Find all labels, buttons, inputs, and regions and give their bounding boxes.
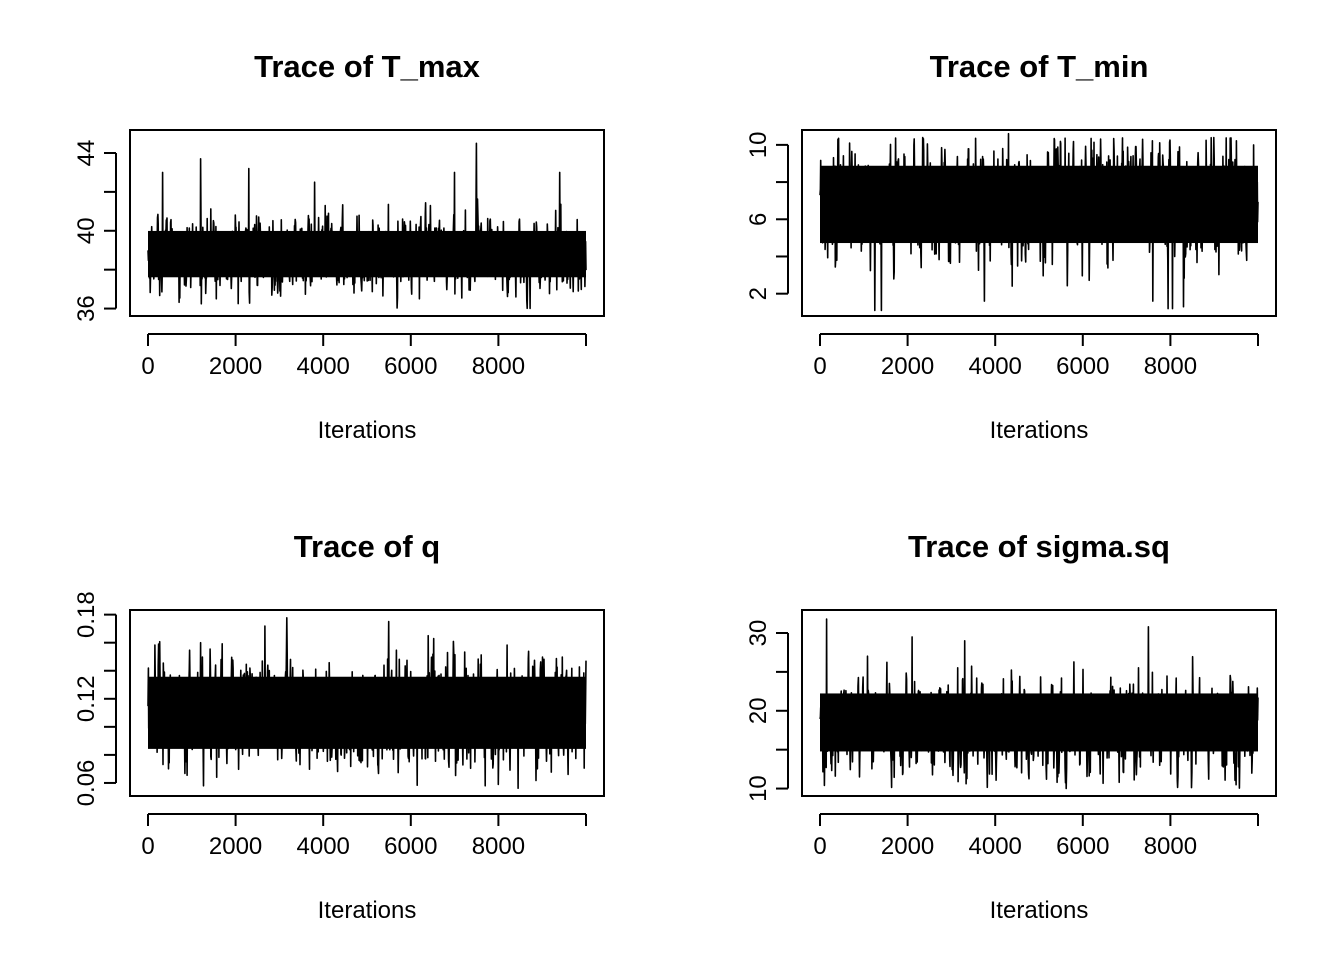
x-tick-label: 6000	[1056, 353, 1109, 380]
x-tick-label: 0	[141, 353, 154, 380]
trace-density-band	[148, 230, 586, 278]
y-tick-label: 0.06	[73, 760, 100, 807]
y-tick-label: 30	[745, 620, 772, 647]
x-tick-label: 4000	[297, 833, 350, 860]
y-tick-label: 6	[745, 213, 772, 226]
trace-path	[147, 142, 587, 310]
trace-line	[819, 618, 1259, 790]
x-axis: 0 2000 4000 6000 8000	[141, 333, 587, 380]
x-axis-label: Iterations	[990, 897, 1089, 924]
x-axis-label: Iterations	[318, 897, 417, 924]
y-tick-label: 20	[745, 697, 772, 724]
x-tick-label: 0	[141, 833, 154, 860]
y-axis: 36 40 44	[73, 140, 117, 322]
x-axis: 0 2000 4000 6000 8000	[141, 813, 587, 860]
trace-density-band	[148, 676, 586, 749]
x-tick-label: 6000	[384, 353, 437, 380]
x-axis-label: Iterations	[318, 417, 417, 444]
x-tick-label: 0	[813, 833, 826, 860]
panel-t-min: Trace of T_min 0 2000 4000 6000 8000 2 6 10 It…	[745, 49, 1277, 444]
panel-title: Trace of T_max	[254, 49, 480, 84]
y-tick-label: 0.18	[73, 591, 100, 638]
x-tick-label: 2000	[881, 353, 934, 380]
y-tick-label: 2	[745, 287, 772, 300]
x-tick-label: 2000	[209, 353, 262, 380]
x-tick-label: 8000	[472, 833, 525, 860]
x-tick-label: 4000	[969, 353, 1022, 380]
trace-line	[819, 132, 1259, 312]
x-tick-label: 4000	[969, 833, 1022, 860]
x-tick-label: 8000	[472, 353, 525, 380]
y-axis: 0.06 0.12 0.18	[73, 591, 117, 807]
trace-density-band	[820, 693, 1258, 752]
panel-title: Trace of T_min	[930, 49, 1149, 84]
trace-line	[147, 617, 587, 789]
x-axis: 0 2000 4000 6000 8000	[813, 813, 1259, 860]
x-axis: 0 2000 4000 6000 8000	[813, 333, 1259, 380]
y-tick-label: 36	[73, 295, 100, 322]
y-axis: 2 6 10	[745, 132, 789, 300]
panel-title: Trace of q	[294, 529, 440, 564]
plot-frame	[801, 609, 1277, 797]
x-tick-label: 6000	[1056, 833, 1109, 860]
x-tick-label: 4000	[297, 353, 350, 380]
plot-frame	[129, 129, 605, 317]
x-tick-label: 2000	[209, 833, 262, 860]
x-tick-label: 8000	[1144, 353, 1197, 380]
panel-title: Trace of sigma.sq	[908, 529, 1170, 564]
y-tick-label: 10	[745, 775, 772, 802]
panel-q: Trace of q 0 2000 4000 6000 8000 0.06 0.12 0.1…	[73, 529, 605, 924]
x-tick-label: 0	[813, 353, 826, 380]
y-tick-label: 0.12	[73, 675, 100, 722]
trace-line	[147, 142, 587, 310]
panel-t-max: Trace of T_max 0 2000 4000 6000 8000 364044 …	[73, 49, 605, 444]
panel-sigma-sq: Trace of sigma.sq 0 2000 4000 6000 8000 10 20…	[745, 529, 1277, 924]
x-tick-label: 8000	[1144, 833, 1197, 860]
x-tick-label: 2000	[881, 833, 934, 860]
y-tick-label: 44	[73, 140, 100, 167]
y-tick-label: 10	[745, 132, 772, 159]
plot-frame	[801, 129, 1277, 317]
plot-frame	[129, 609, 605, 797]
y-tick-label: 40	[73, 217, 100, 244]
trace-density-band	[820, 165, 1258, 244]
x-tick-label: 6000	[384, 833, 437, 860]
x-axis-label: Iterations	[990, 417, 1089, 444]
y-axis: 10 20 30	[745, 620, 789, 802]
